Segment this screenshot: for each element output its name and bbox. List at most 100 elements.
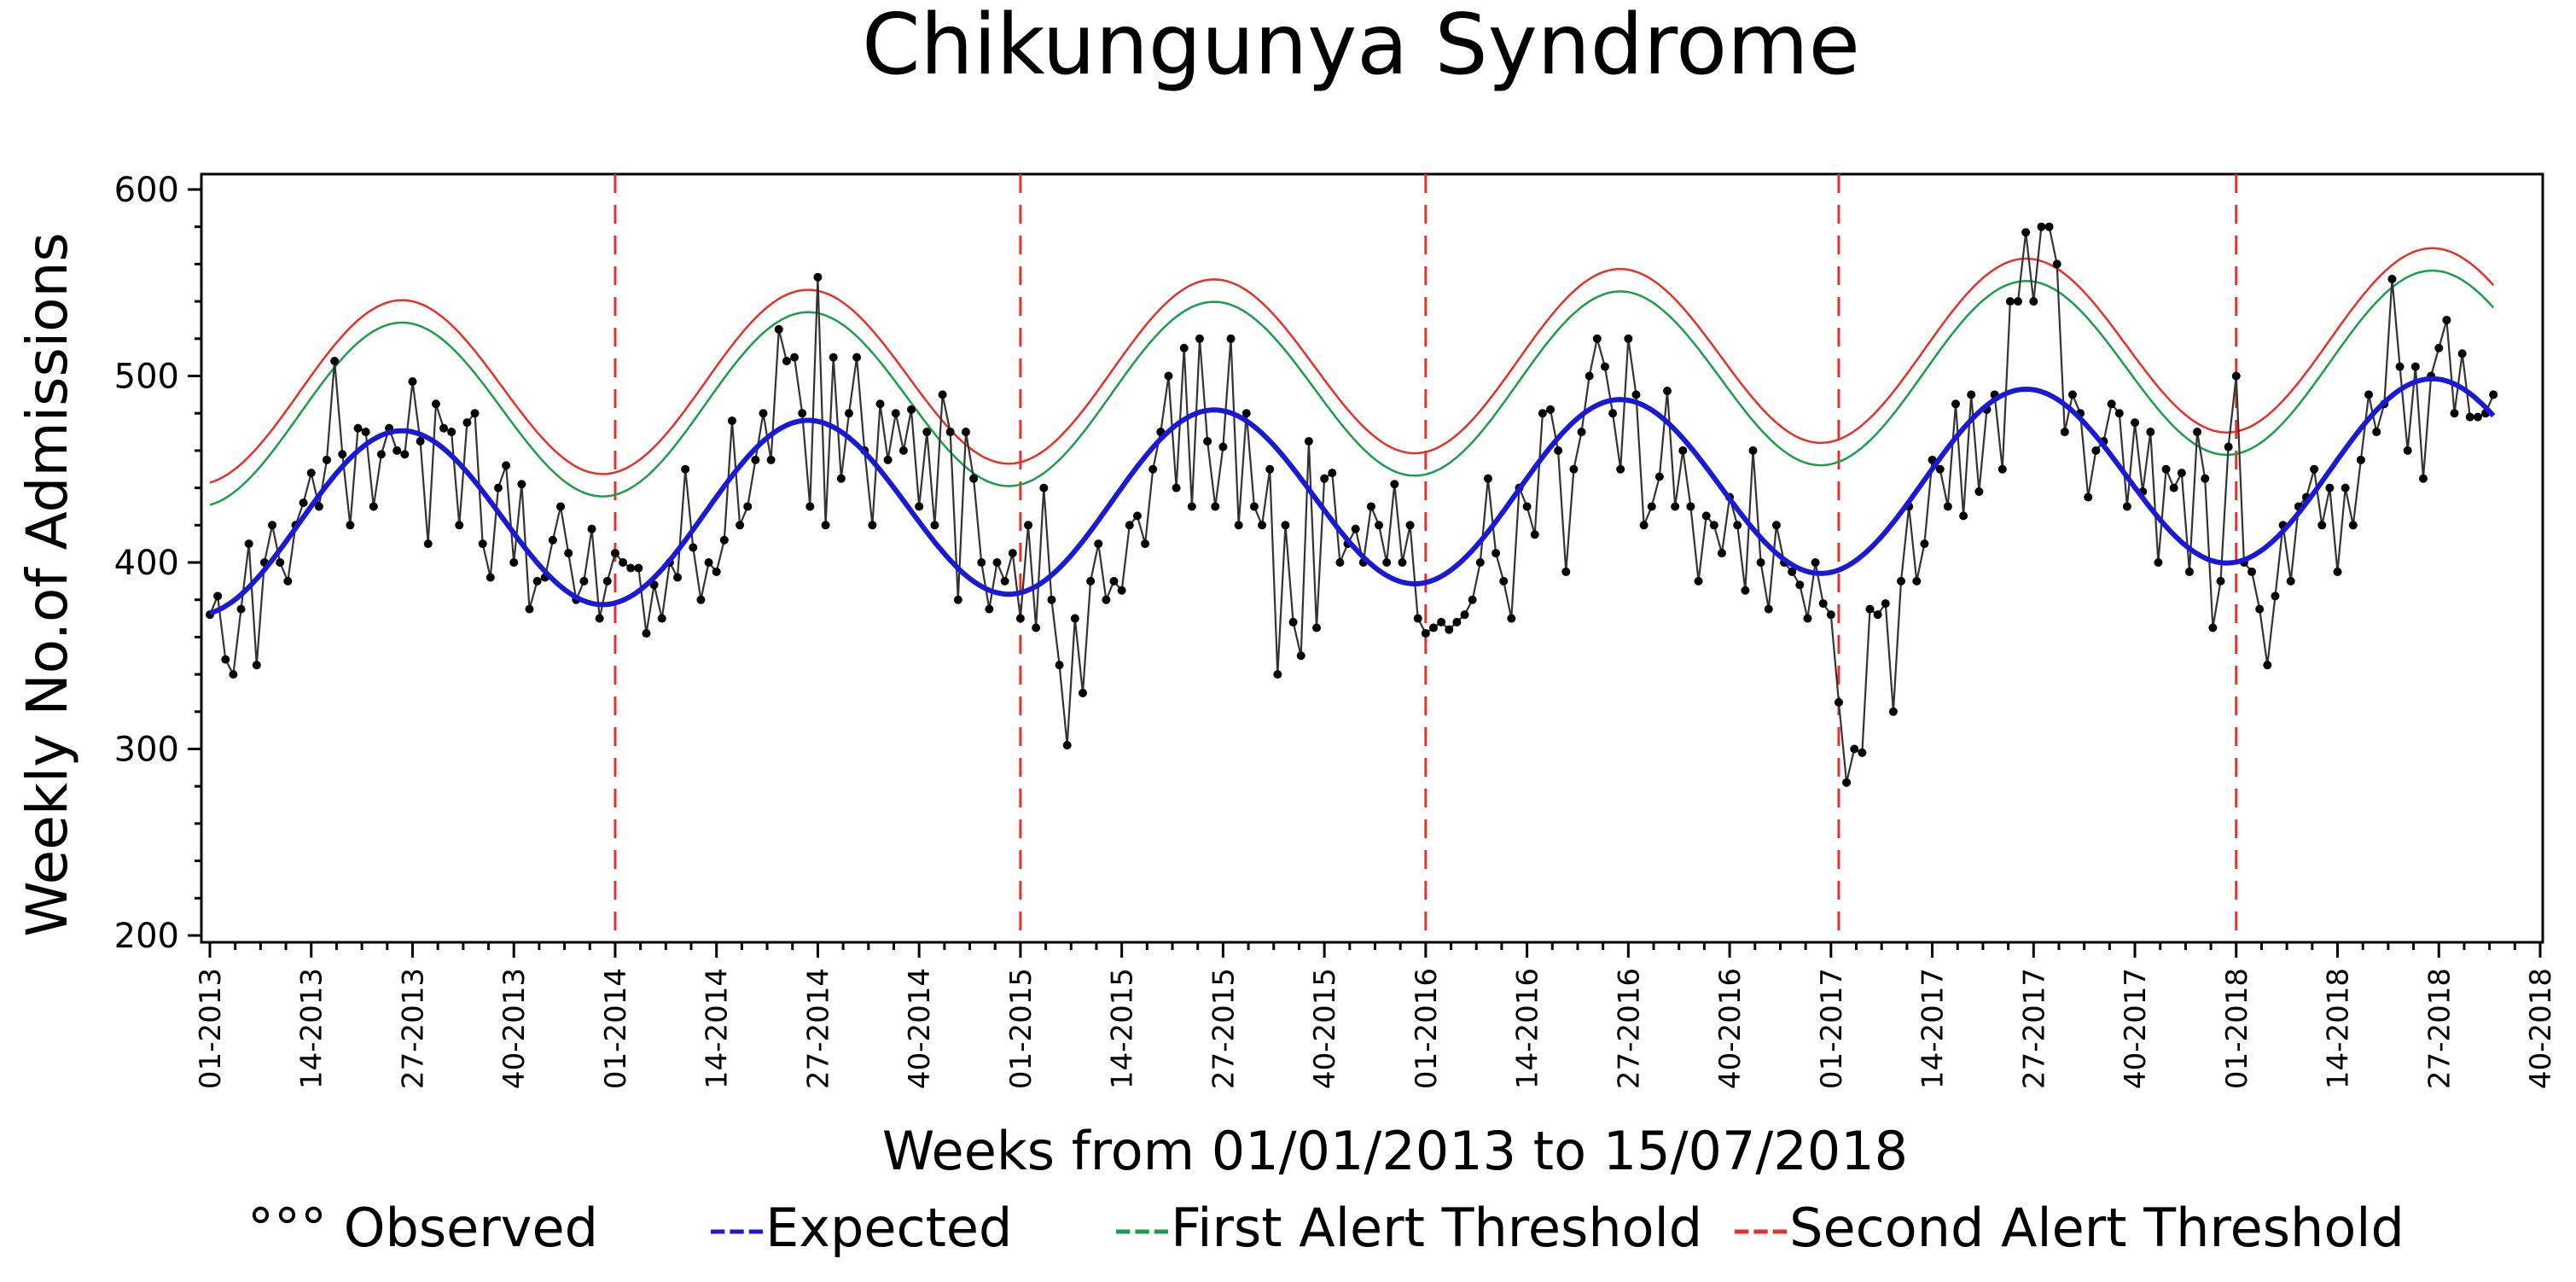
- observed-point: [689, 543, 698, 552]
- observed-point: [1616, 464, 1625, 474]
- observed-point: [1881, 599, 1890, 609]
- observed-point: [1888, 707, 1898, 716]
- observed-point: [2084, 492, 2093, 502]
- observed-point: [922, 428, 932, 437]
- observed-point: [1600, 362, 1609, 371]
- observed-point: [346, 521, 355, 530]
- observed-point: [2418, 474, 2428, 483]
- observed-point: [1795, 580, 1805, 590]
- observed-point: [338, 450, 347, 459]
- observed-point: [525, 604, 534, 614]
- observed-point: [2395, 362, 2404, 371]
- x-axis: 01-2013 14-2013 27-2013 40-2013 01-2014 14-20…: [194, 942, 2558, 1089]
- observed-point: [2286, 576, 2295, 586]
- observed-point: [1460, 610, 1469, 620]
- observed-point: [1639, 521, 1649, 530]
- observed-point: [306, 469, 316, 478]
- observed-point: [1499, 576, 1509, 586]
- observed-point: [1375, 521, 1384, 530]
- observed-point: [323, 455, 332, 464]
- legend-item: ---First Alert Threshold: [1114, 1197, 1702, 1259]
- observed-point: [891, 409, 900, 418]
- first-alert-threshold-line: [209, 269, 2495, 506]
- y-tick-label: 600: [114, 171, 179, 210]
- x-tick-label: 40-2018: [2524, 968, 2558, 1089]
- observed-point: [915, 502, 924, 511]
- observed-point: [1273, 670, 1282, 679]
- observed-point: [2014, 297, 2023, 306]
- observed-point: [1296, 651, 1305, 661]
- observed-point: [2114, 409, 2124, 418]
- observed-point: [2231, 371, 2241, 381]
- observed-point: [1701, 511, 1711, 521]
- observed-point: [587, 524, 596, 533]
- observed-point: [1032, 623, 1041, 632]
- observed-point: [1094, 539, 1103, 549]
- observed-point: [2310, 464, 2319, 474]
- observed-point: [1187, 502, 1196, 511]
- observed-point: [938, 390, 947, 399]
- observed-point: [1468, 595, 1477, 604]
- observed-point: [1678, 446, 1688, 455]
- observed-point: [1935, 464, 1945, 474]
- observed-point: [470, 409, 480, 418]
- observed-point: [1522, 502, 1532, 511]
- observed-point: [1241, 409, 1251, 418]
- observed-point: [1663, 386, 1672, 395]
- observed-point: [1997, 464, 2007, 474]
- observed-point: [439, 423, 449, 433]
- year-boundary-lines: [613, 174, 2238, 942]
- observed-point: [213, 591, 223, 601]
- observed-point: [353, 423, 363, 433]
- observed-point: [2216, 576, 2225, 586]
- observed-point: [985, 604, 994, 614]
- observed-point: [1109, 576, 1119, 586]
- observed-point: [953, 595, 962, 604]
- x-axis-label: Weeks from 01/01/2013 to 15/07/2018: [882, 1120, 1908, 1182]
- observed-point: [759, 409, 768, 418]
- legend-item: ---Expected: [708, 1197, 1012, 1259]
- observed-point: [1008, 549, 1017, 558]
- observed-point: [1756, 558, 1765, 567]
- observed-point: [712, 567, 721, 576]
- observed-point: [602, 576, 612, 586]
- observed-point: [868, 521, 877, 530]
- observed-point: [229, 670, 238, 679]
- observed-point: [455, 521, 464, 530]
- observed-point: [2131, 418, 2140, 428]
- observed-point: [992, 558, 1002, 567]
- observed-point: [813, 272, 823, 282]
- observed-point: [2161, 464, 2171, 474]
- observed-series-group: [206, 222, 2498, 787]
- observed-point: [244, 539, 253, 549]
- observed-point: [2434, 343, 2444, 353]
- observed-point: [2224, 442, 2233, 452]
- observed-point: [1117, 586, 1126, 595]
- observed-point: [805, 502, 815, 511]
- observed-point: [1842, 778, 1852, 787]
- x-tick-label: 27-2015: [1207, 968, 1241, 1089]
- observed-point: [502, 461, 511, 470]
- observed-point: [423, 539, 433, 549]
- observed-point: [1967, 390, 1976, 399]
- observed-point: [1203, 436, 1212, 446]
- x-tick-label: 27-2013: [396, 968, 430, 1089]
- observed-point: [1865, 604, 1875, 614]
- observed-point: [1328, 469, 1337, 478]
- observed-point: [898, 446, 908, 455]
- observed-point: [1569, 464, 1579, 474]
- second-alert-threshold-line-group: [209, 247, 2495, 484]
- observed-point: [478, 539, 487, 549]
- observed-point: [1078, 688, 1087, 697]
- observed-point: [673, 573, 683, 582]
- observed-point: [2325, 483, 2335, 492]
- observed-point: [1826, 610, 1835, 620]
- observed-point: [1943, 502, 1952, 511]
- observed-point: [1382, 558, 1392, 567]
- observed-point: [361, 428, 370, 437]
- observed-point: [1288, 617, 1298, 626]
- observed-point: [517, 480, 526, 489]
- observed-point: [782, 357, 791, 366]
- observed-point: [2154, 558, 2163, 567]
